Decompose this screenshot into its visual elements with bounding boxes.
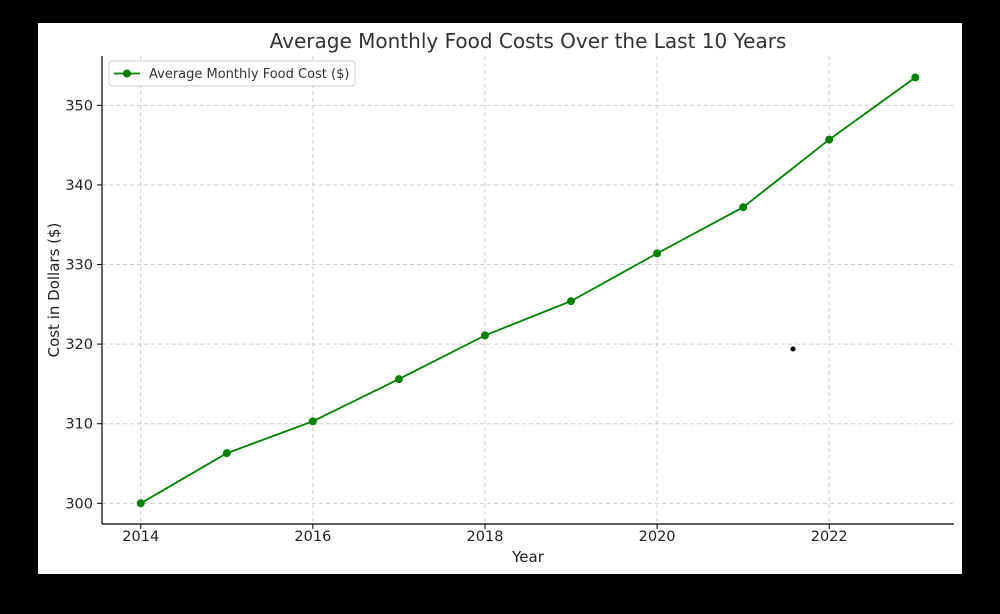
legend-label: Average Monthly Food Cost ($) [149, 67, 349, 82]
x-tick-label: 2014 [122, 529, 159, 545]
y-tick-label: 300 [65, 496, 93, 512]
x-tick-label: 2016 [294, 529, 331, 545]
data-point [480, 331, 489, 340]
ticks: 2014 2016 2018 2020 2022 300 310 320 330 340 350 [65, 98, 847, 545]
legend-marker-swatch [123, 69, 131, 78]
data-point [825, 135, 834, 144]
data-point [308, 417, 317, 426]
y-tick-label: 330 [65, 258, 93, 274]
data-point [567, 297, 576, 306]
y-axis-label: Cost in Dollars ($) [45, 223, 63, 358]
x-tick-label: 2020 [639, 529, 676, 545]
legend: Average Monthly Food Cost ($) [108, 60, 356, 87]
data-point [136, 499, 145, 508]
stray-dot [790, 346, 796, 352]
x-tick-label: 2018 [467, 529, 504, 545]
data-point [739, 203, 748, 212]
y-tick-label: 340 [65, 178, 93, 194]
chart-title: Average Monthly Food Costs Over the Last… [270, 29, 787, 53]
grid [102, 56, 954, 524]
series [136, 73, 920, 508]
data-point [653, 249, 662, 258]
y-tick-label: 350 [65, 98, 93, 114]
y-tick-label: 310 [65, 417, 93, 433]
x-axis-label: Year [511, 548, 545, 566]
data-point [911, 73, 920, 82]
data-point [222, 449, 231, 458]
legend-box [108, 60, 356, 87]
figure-background [38, 23, 962, 574]
series-line [140, 76, 916, 505]
x-tick-label: 2022 [811, 529, 848, 545]
y-tick-label: 320 [65, 337, 93, 353]
data-point [394, 375, 403, 384]
axes [101, 56, 954, 525]
